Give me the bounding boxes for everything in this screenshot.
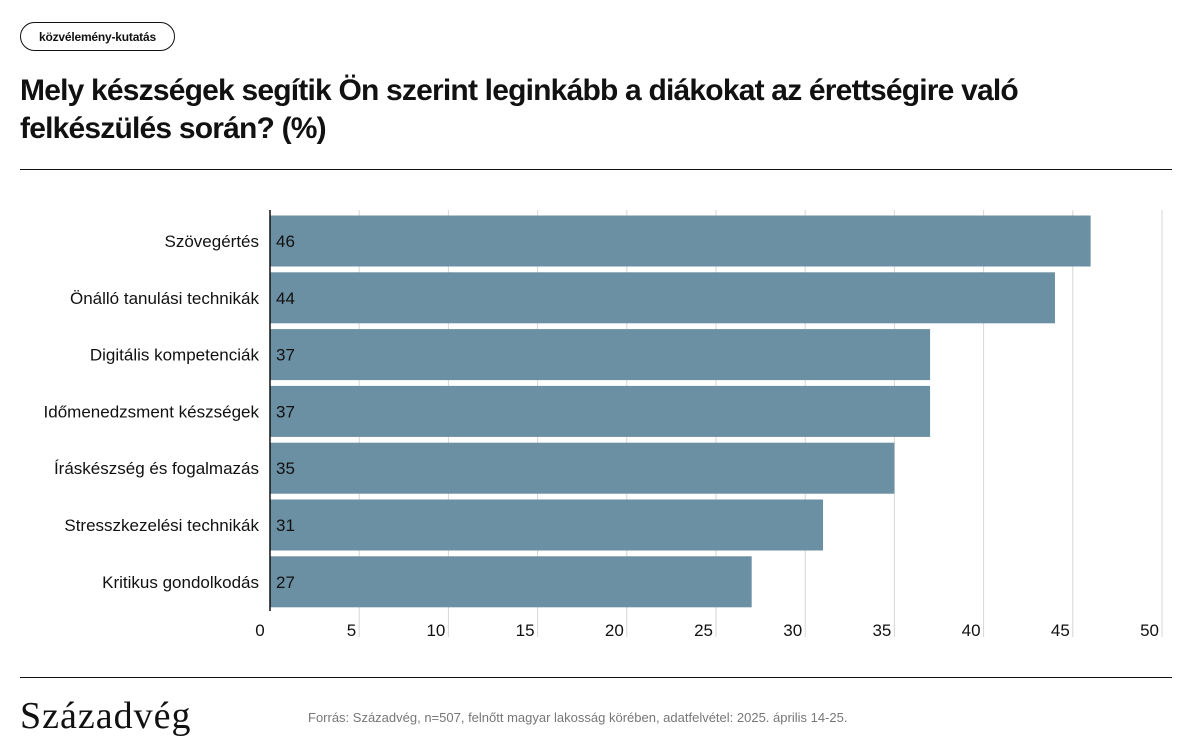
bar bbox=[270, 499, 824, 551]
x-tick-label: 0 bbox=[255, 621, 264, 640]
x-tick-label: 50 bbox=[1140, 621, 1159, 640]
bar bbox=[270, 556, 752, 608]
bottom-divider bbox=[20, 677, 1172, 678]
data-label: 35 bbox=[276, 459, 295, 478]
category-label: Digitális kompetenciák bbox=[90, 346, 260, 365]
top-divider bbox=[20, 169, 1172, 170]
category-tag: közvélemény-kutatás bbox=[20, 22, 175, 51]
category-label: Szövegértés bbox=[165, 232, 260, 251]
data-label: 27 bbox=[276, 573, 295, 592]
data-label: 37 bbox=[276, 402, 295, 421]
data-label: 44 bbox=[276, 289, 295, 308]
data-label: 46 bbox=[276, 232, 295, 251]
x-tick-label: 45 bbox=[1051, 621, 1070, 640]
x-tick-label: 35 bbox=[872, 621, 891, 640]
labels: 0 5 10 15 20 25 30 35 40 45 50 Szövegértés 46 Önálló … bbox=[44, 232, 1159, 640]
category-label: Stresszkezelési technikák bbox=[64, 516, 259, 535]
bar bbox=[270, 442, 895, 494]
x-tick-label: 40 bbox=[962, 621, 981, 640]
category-label: Időmenedzsment készségek bbox=[44, 402, 260, 421]
x-tick-label: 30 bbox=[783, 621, 802, 640]
x-tick-label: 10 bbox=[426, 621, 445, 640]
category-label: Kritikus gondolkodás bbox=[102, 573, 259, 592]
category-label: Önálló tanulási technikák bbox=[70, 289, 260, 308]
chart-title: Mely készségek segítik Ön szerint legink… bbox=[20, 74, 1019, 145]
data-label: 37 bbox=[276, 346, 295, 365]
brand-logo: Századvég bbox=[20, 695, 192, 737]
bar bbox=[270, 329, 931, 381]
bar bbox=[270, 385, 931, 437]
bar-chart: 0 5 10 15 20 25 30 35 40 45 50 Szövegértés 46 Önálló … bbox=[44, 210, 1163, 640]
x-tick-label: 15 bbox=[516, 621, 535, 640]
bars bbox=[270, 215, 1091, 608]
data-label: 31 bbox=[276, 516, 295, 535]
bar bbox=[270, 215, 1091, 267]
category-label: Íráskészség és fogalmazás bbox=[54, 459, 259, 478]
source-note: Forrás: Századvég, n=507, felnőtt magyar… bbox=[308, 710, 848, 725]
x-tick-label: 5 bbox=[347, 621, 356, 640]
x-tick-label: 25 bbox=[694, 621, 713, 640]
x-tick-label: 20 bbox=[605, 621, 624, 640]
bar bbox=[270, 272, 1055, 324]
